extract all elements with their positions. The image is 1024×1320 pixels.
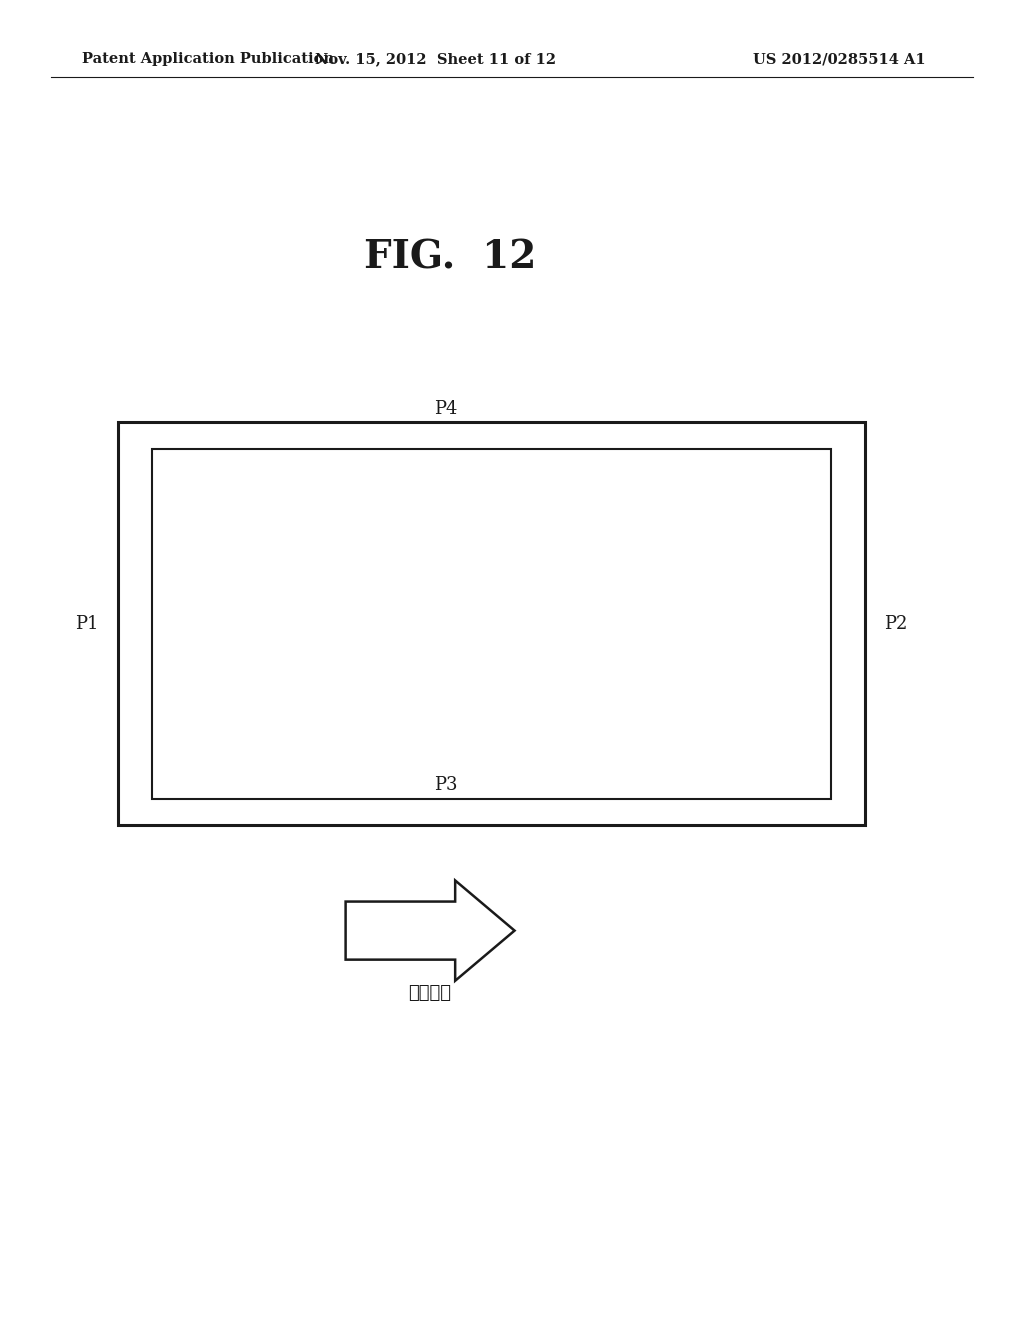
Text: P3: P3 [434, 776, 457, 795]
Text: P4: P4 [434, 400, 457, 418]
Bar [152, 449, 831, 799]
Text: US 2012/0285514 A1: US 2012/0285514 A1 [754, 53, 926, 66]
Bar [118, 422, 865, 825]
Text: Nov. 15, 2012  Sheet 11 of 12: Nov. 15, 2012 Sheet 11 of 12 [314, 53, 556, 66]
Text: FIG.  12: FIG. 12 [365, 239, 537, 276]
Polygon shape [345, 880, 514, 981]
Text: Patent Application Publication: Patent Application Publication [82, 53, 334, 66]
Text: P1: P1 [76, 615, 98, 634]
Text: P2: P2 [885, 615, 907, 634]
Text: 인쇄방향: 인쇄방향 [409, 983, 452, 1002]
